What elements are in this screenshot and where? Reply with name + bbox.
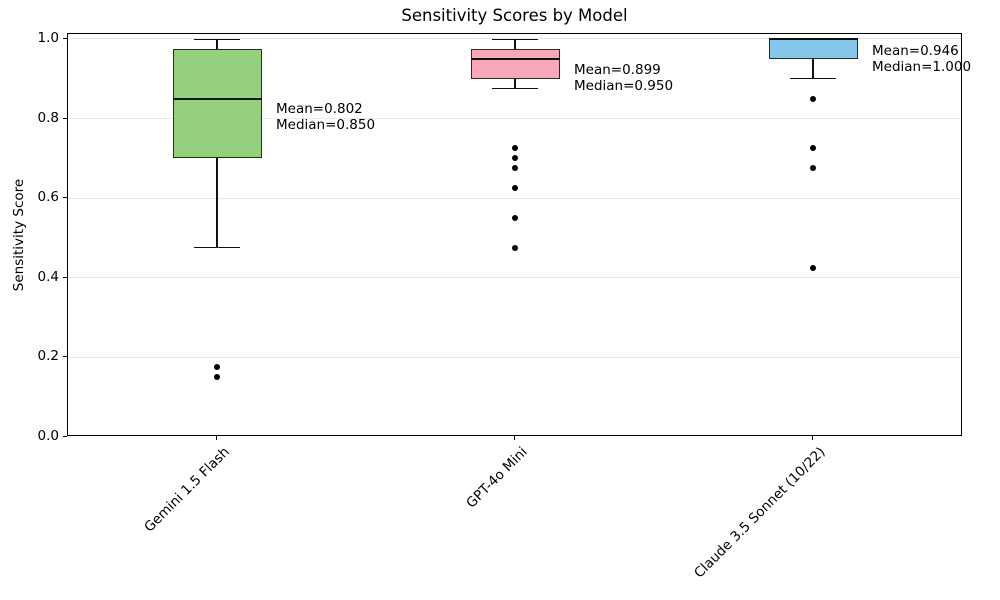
annotation-line: Median=0.850 (276, 116, 376, 133)
box-0 (172, 48, 262, 159)
box-1 (470, 48, 560, 79)
outlier-point (512, 145, 518, 152)
annotation-line: Median=0.950 (574, 78, 674, 95)
outlier-point (512, 185, 518, 192)
annotation-line: Median=1.000 (872, 59, 972, 76)
annotation-line: Mean=0.899 (574, 62, 661, 79)
y-tick-mark (63, 436, 67, 437)
annotation-2: Mean=0.946 Median=1.000 (872, 43, 971, 75)
outlier-point (810, 165, 816, 172)
annotation-line: Mean=0.802 (276, 100, 363, 117)
outlier-point (214, 374, 220, 381)
x-tick-mark (514, 436, 515, 440)
y-tick-mark (63, 276, 67, 278)
annotation-1: Mean=0.899 Median=0.950 (574, 62, 673, 94)
x-tick-mark (812, 436, 813, 440)
median-line-2 (768, 37, 858, 40)
lower-whisker (812, 58, 814, 79)
upper-whisker-cap (492, 38, 538, 41)
y-tick-label: 0.2 (37, 348, 59, 365)
upper-whisker (216, 38, 218, 49)
upper-whisker (514, 38, 516, 49)
gridline-y-0.8 (68, 118, 961, 120)
y-tick-label: 0.6 (37, 189, 59, 206)
outlier-point (214, 364, 220, 371)
chart-title: Sensitivity Scores by Model (401, 6, 628, 25)
lower-whisker (216, 158, 218, 248)
plot-area (67, 33, 962, 436)
annotation-line: Mean=0.946 (872, 43, 959, 60)
x-tick-mark (216, 436, 217, 440)
outlier-point (512, 244, 518, 251)
y-tick-label: 1.0 (37, 29, 59, 46)
x-tick-label-1: GPT-4o Mini (462, 444, 531, 512)
median-line-0 (172, 97, 262, 100)
median-line-1 (470, 57, 560, 60)
box-2 (768, 38, 858, 59)
gridline-y-0.6 (68, 197, 961, 199)
outlier-point (810, 264, 816, 271)
y-tick-label: 0.8 (37, 109, 59, 126)
annotation-0: Mean=0.802 Median=0.850 (276, 101, 375, 133)
y-tick-mark (63, 356, 67, 358)
outlier-point (512, 165, 518, 172)
y-tick-label: 0.4 (37, 268, 59, 285)
x-tick-label-2: Claude 3.5 Sonnet (10/22) (690, 444, 829, 582)
lower-whisker-cap (790, 77, 836, 80)
outlier-point (810, 145, 816, 152)
gridline-y-0.2 (68, 356, 961, 358)
y-tick-mark (63, 117, 67, 119)
upper-whisker-cap (194, 38, 240, 41)
gridline-y-0.4 (68, 277, 961, 279)
lower-whisker-cap (194, 246, 240, 249)
outlier-point (512, 155, 518, 162)
x-tick-label-0: Gemini 1.5 Flash (140, 444, 233, 536)
y-tick-mark (63, 37, 67, 39)
lower-whisker (514, 78, 516, 89)
lower-whisker-cap (492, 87, 538, 90)
outlier-point (810, 95, 816, 102)
y-tick-mark (63, 197, 67, 199)
y-tick-label: 0.0 (37, 428, 59, 444)
outlier-point (512, 215, 518, 222)
